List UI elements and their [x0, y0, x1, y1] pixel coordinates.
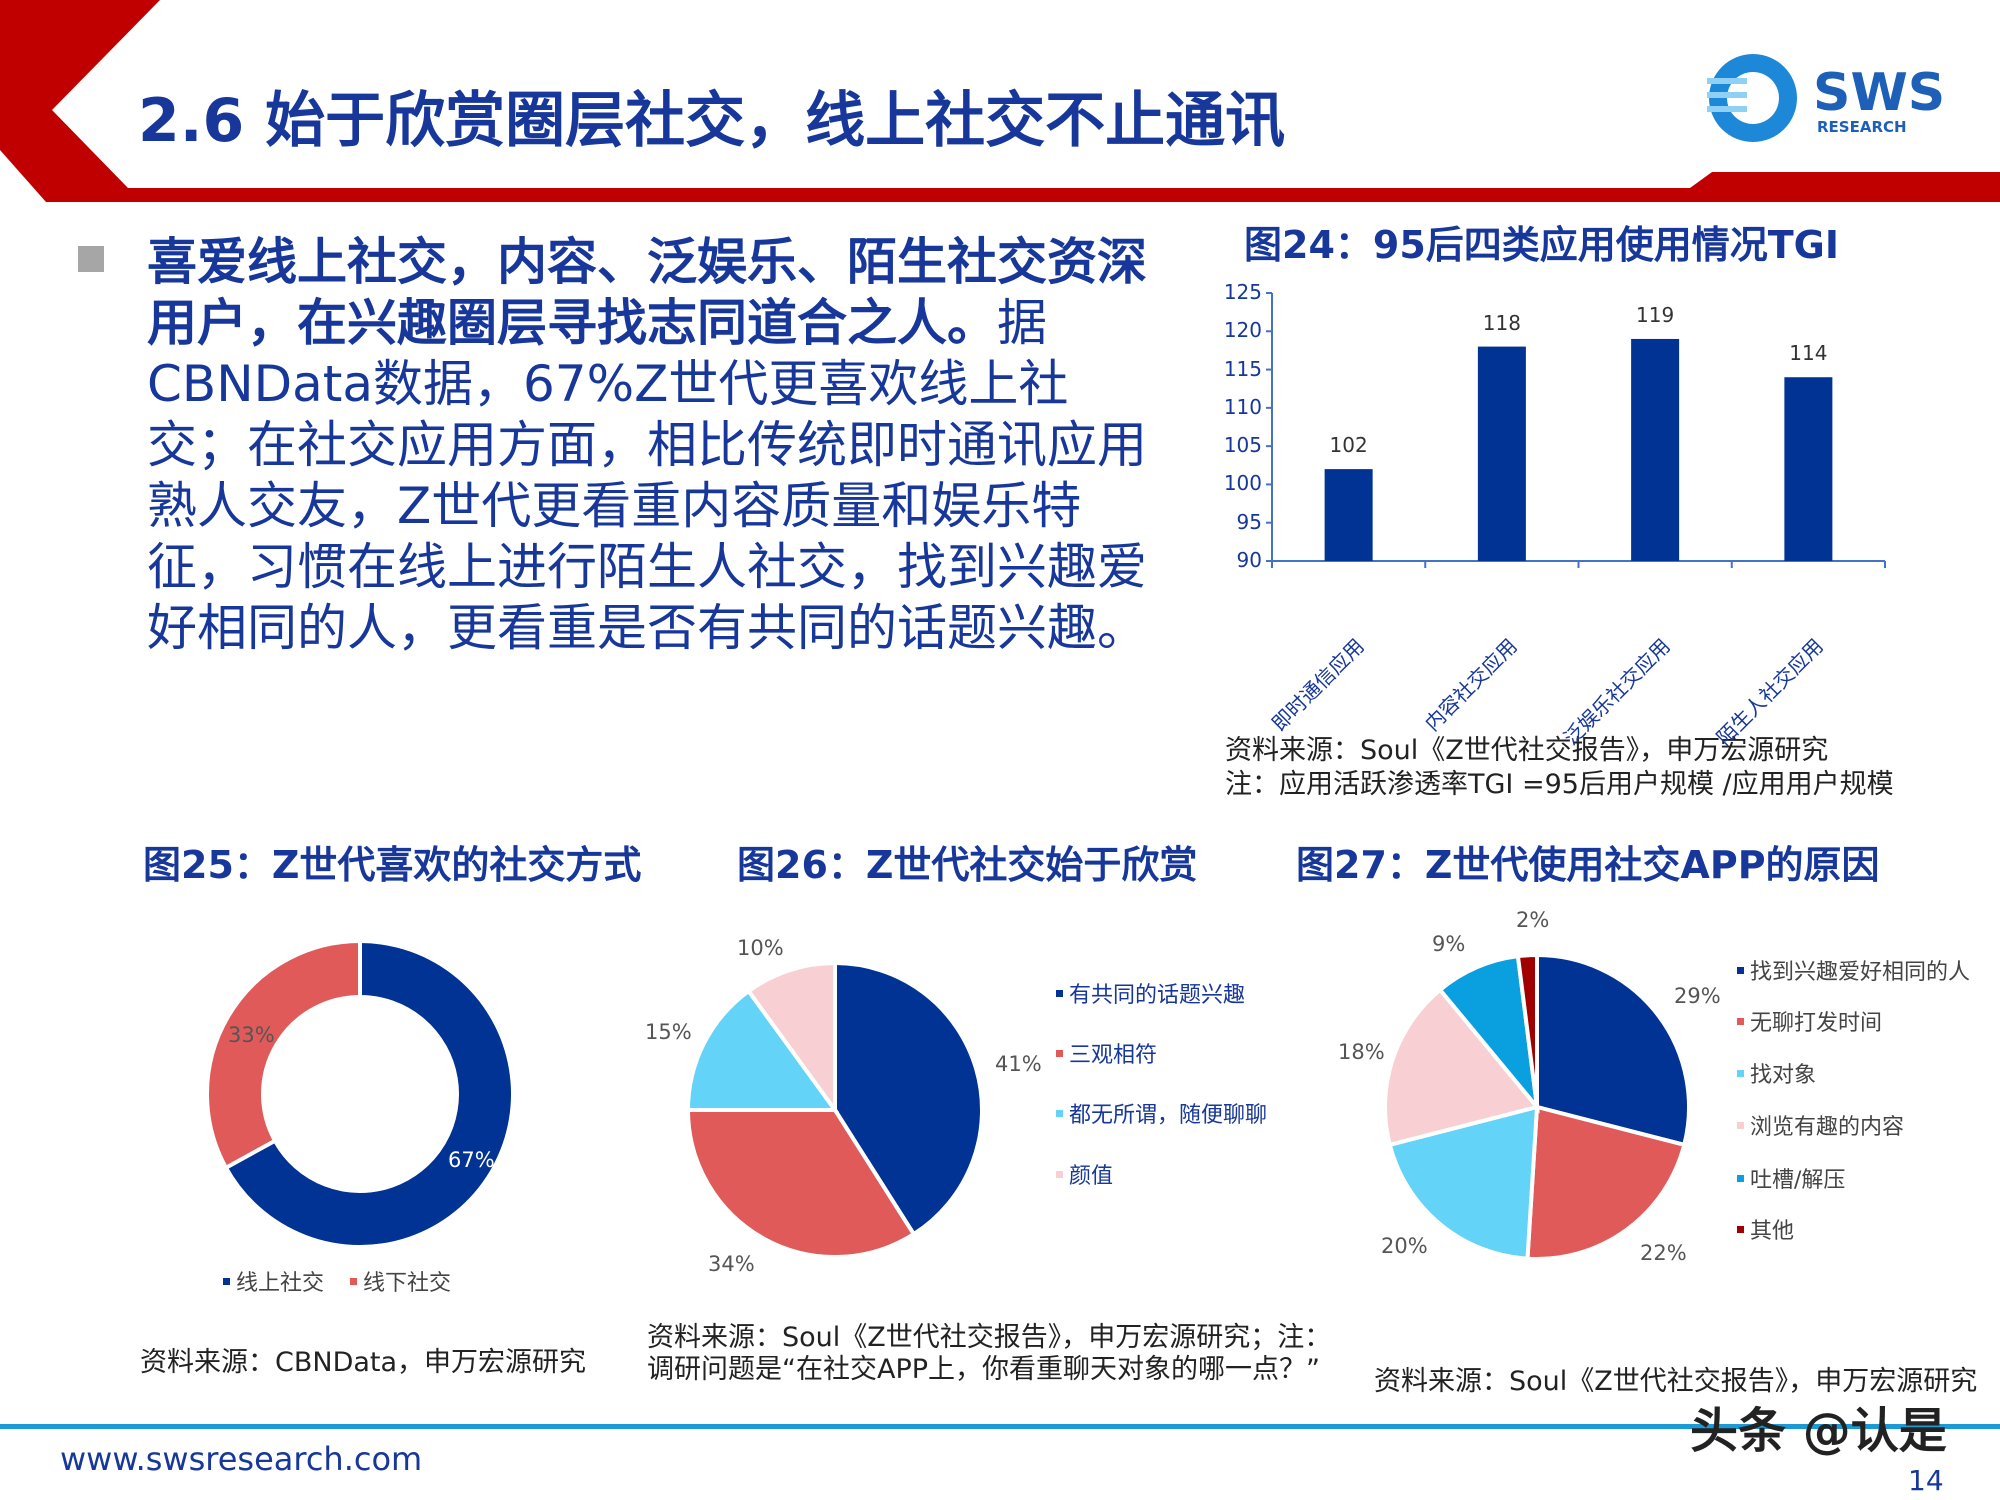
legend-label: 其他	[1750, 1219, 1795, 1244]
fig26-title: 图26：Z世代社交始于欣赏	[737, 843, 1198, 887]
slice-value-label: 15%	[645, 1020, 692, 1044]
slice-value-label: 33%	[228, 1023, 275, 1047]
body-bold: 喜爱线上社交，内容、泛娱乐、陌生社交资深用户，在兴趣圈层寻找志同道合之人。	[147, 233, 1147, 352]
slice-value-label: 29%	[1674, 984, 1721, 1008]
fig26-source-line2: 调研问题是“在社交APP上，你看重聊天对象的哪一点？”	[647, 1354, 1321, 1385]
legend-label: 找对象	[1750, 1063, 1817, 1088]
bar-data-label: 102	[1329, 433, 1368, 458]
legend-item: 线上社交	[223, 1265, 324, 1297]
slice-1	[205, 938, 362, 1171]
y-tick-label: 105	[1223, 433, 1262, 458]
fig26-source-line1: 资料来源：Soul《Z世代社交报告》，申万宏源研究；注：	[647, 1322, 1332, 1353]
legend-item: 浏览有趣的内容	[1737, 1109, 1904, 1141]
legend-swatch	[1056, 989, 1063, 997]
bar-data-label: 118	[1482, 310, 1521, 335]
legend-swatch	[1737, 1174, 1744, 1182]
legend-item: 有共同的话题兴趣	[1056, 977, 1245, 1009]
slice-1	[685, 1108, 917, 1259]
fig25-source: 资料来源：CBNData，申万宏源研究	[140, 1347, 587, 1378]
slice-2	[685, 988, 839, 1112]
fig27-title: 图27：Z世代使用社交APP的原因	[1296, 843, 1880, 887]
legend-swatch	[350, 1277, 357, 1285]
legend-swatch	[223, 1277, 230, 1285]
sws-logo: SWS RESEARCH	[1707, 54, 1945, 142]
legend-label: 颜值	[1069, 1164, 1114, 1189]
legend-item: 找对象	[1737, 1057, 1816, 1089]
legend-swatch	[1737, 1225, 1744, 1233]
legend-item: 吐槽/解压	[1737, 1162, 1845, 1194]
slice-value-label: 41%	[995, 1052, 1042, 1076]
legend-label: 找到兴趣爱好相同的人	[1750, 960, 1971, 985]
legend-label: 三观相符	[1069, 1043, 1158, 1068]
legend-swatch	[1056, 1049, 1063, 1057]
svg-text:RESEARCH: RESEARCH	[1817, 118, 1907, 136]
fig24-note: 注：应用活跃渗透率TGI =95后用户规模 /应用用户规模	[1225, 769, 1894, 800]
legend-swatch	[1737, 1069, 1744, 1077]
body-paragraph: 喜爱线上社交，内容、泛娱乐、陌生社交资深用户，在兴趣圈层寻找志同道合之人。据CB…	[147, 232, 1167, 659]
legend-swatch	[1056, 1170, 1063, 1178]
watermark: 头条 @认是	[1690, 1403, 1947, 1459]
slice-value-label: 20%	[1381, 1234, 1428, 1258]
y-tick-label: 100	[1223, 471, 1262, 496]
legend-label: 线上社交	[236, 1271, 325, 1296]
y-tick-label: 95	[1236, 509, 1262, 534]
legend-swatch	[1056, 1109, 1063, 1117]
footer-url[interactable]: www.swsresearch.com	[60, 1440, 423, 1478]
legend-swatch	[1737, 1121, 1744, 1129]
slice-2	[1387, 1104, 1540, 1261]
fig24-title: 图24：95后四类应用使用情况TGI	[1244, 223, 1840, 267]
bullet-square-icon	[78, 246, 104, 272]
slice-0	[1535, 952, 1691, 1148]
legend-label: 都无所谓，随便聊聊	[1069, 1103, 1268, 1128]
legend-label: 无聊打发时间	[1750, 1011, 1883, 1036]
legend-label: 浏览有趣的内容	[1750, 1115, 1905, 1140]
slice-value-label: 10%	[737, 936, 784, 960]
legend-item: 三观相符	[1056, 1037, 1157, 1069]
legend-swatch	[1737, 1017, 1744, 1025]
bar-data-label: 114	[1789, 341, 1828, 366]
svg-text:SWS: SWS	[1813, 63, 1945, 123]
slice-value-label: 2%	[1516, 908, 1550, 932]
legend-item: 颜值	[1056, 1158, 1113, 1190]
legend-item: 其他	[1737, 1213, 1794, 1245]
page-title: 2.6 始于欣赏圈层社交，线上社交不止通讯	[138, 86, 1286, 156]
slice-value-label: 9%	[1432, 932, 1466, 956]
slice-value-label: 18%	[1338, 1040, 1385, 1064]
slice-5	[1515, 952, 1539, 1108]
slice-0	[223, 938, 515, 1249]
page-number: 14	[1908, 1464, 1944, 1497]
legend-label: 线下社交	[363, 1271, 452, 1296]
legend-item: 都无所谓，随便聊聊	[1056, 1097, 1267, 1129]
legend-swatch	[1737, 966, 1744, 974]
fig26-source: 资料来源：Soul《Z世代社交报告》，申万宏源研究；注： 调研问题是“在社交AP…	[647, 1322, 1362, 1386]
legend-item: 线下社交	[350, 1265, 451, 1297]
y-tick-label: 90	[1236, 548, 1262, 572]
footer-divider	[0, 1424, 2000, 1429]
slice-value-label: 34%	[708, 1252, 755, 1276]
y-tick-label: 125	[1223, 280, 1262, 304]
fig27-source: 资料来源：Soul《Z世代社交报告》，申万宏源研究	[1374, 1366, 1978, 1397]
fig24-source: 资料来源：Soul《Z世代社交报告》，申万宏源研究	[1225, 735, 1829, 766]
legend-item: 找到兴趣爱好相同的人	[1737, 954, 1970, 986]
legend-label: 有共同的话题兴趣	[1069, 983, 1246, 1008]
bar-data-label: 119	[1636, 302, 1675, 327]
slice-3	[745, 960, 837, 1117]
y-tick-label: 120	[1223, 318, 1262, 343]
body-normal: 据CBNData数据，67%Z世代更喜欢线上社交；在社交应用方面，相比传统即时通…	[147, 294, 1147, 657]
y-tick-label: 110	[1223, 394, 1262, 419]
legend-item: 无聊打发时间	[1737, 1005, 1882, 1037]
slice-1	[1525, 1104, 1687, 1261]
y-tick-label: 115	[1223, 356, 1262, 381]
fig25-title: 图25：Z世代喜欢的社交方式	[143, 843, 642, 887]
slice-3	[1383, 987, 1541, 1148]
legend-label: 吐槽/解压	[1750, 1168, 1846, 1193]
header-frame	[0, 0, 2000, 202]
slice-value-label: 67%	[448, 1148, 495, 1172]
slice-value-label: 22%	[1640, 1241, 1687, 1265]
